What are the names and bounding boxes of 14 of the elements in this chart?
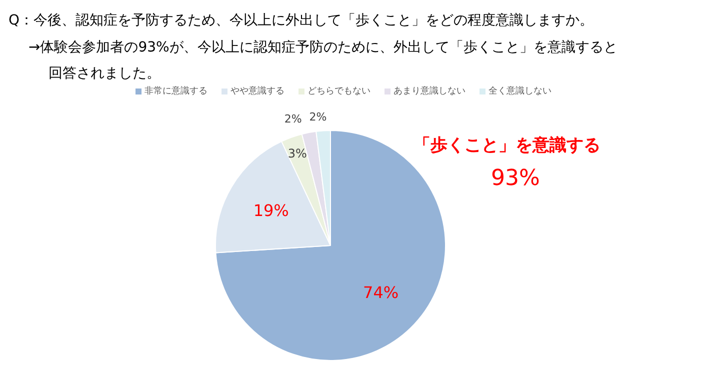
chart-subtitle: →体験会参加者の93%が、今以上に認知症予防のために、外出して「歩くこと」を意識すると回答されました。: [28, 40, 618, 82]
text: 93%: [491, 166, 540, 191]
chart-title: Q：今後、認知症を予防するため、今以上に外出して「歩くこと」をどの程度意識しますか。: [8, 12, 594, 28]
text: 「歩くこと」を意識する: [414, 136, 600, 156]
data-label: 19%: [253, 200, 289, 220]
data-label: 2%: [284, 112, 302, 126]
legend-label: 非常に意識する: [144, 86, 208, 96]
legend-label: 全く意識しない: [488, 86, 552, 96]
legend-label: やや意識する: [230, 86, 284, 96]
legend-label: どちらでもない: [308, 86, 370, 96]
data-label: 74%: [363, 283, 399, 302]
legend-label: あまり意識しない: [394, 86, 466, 96]
data-label: 2%: [309, 110, 327, 124]
data-label: 3%: [288, 146, 307, 161]
